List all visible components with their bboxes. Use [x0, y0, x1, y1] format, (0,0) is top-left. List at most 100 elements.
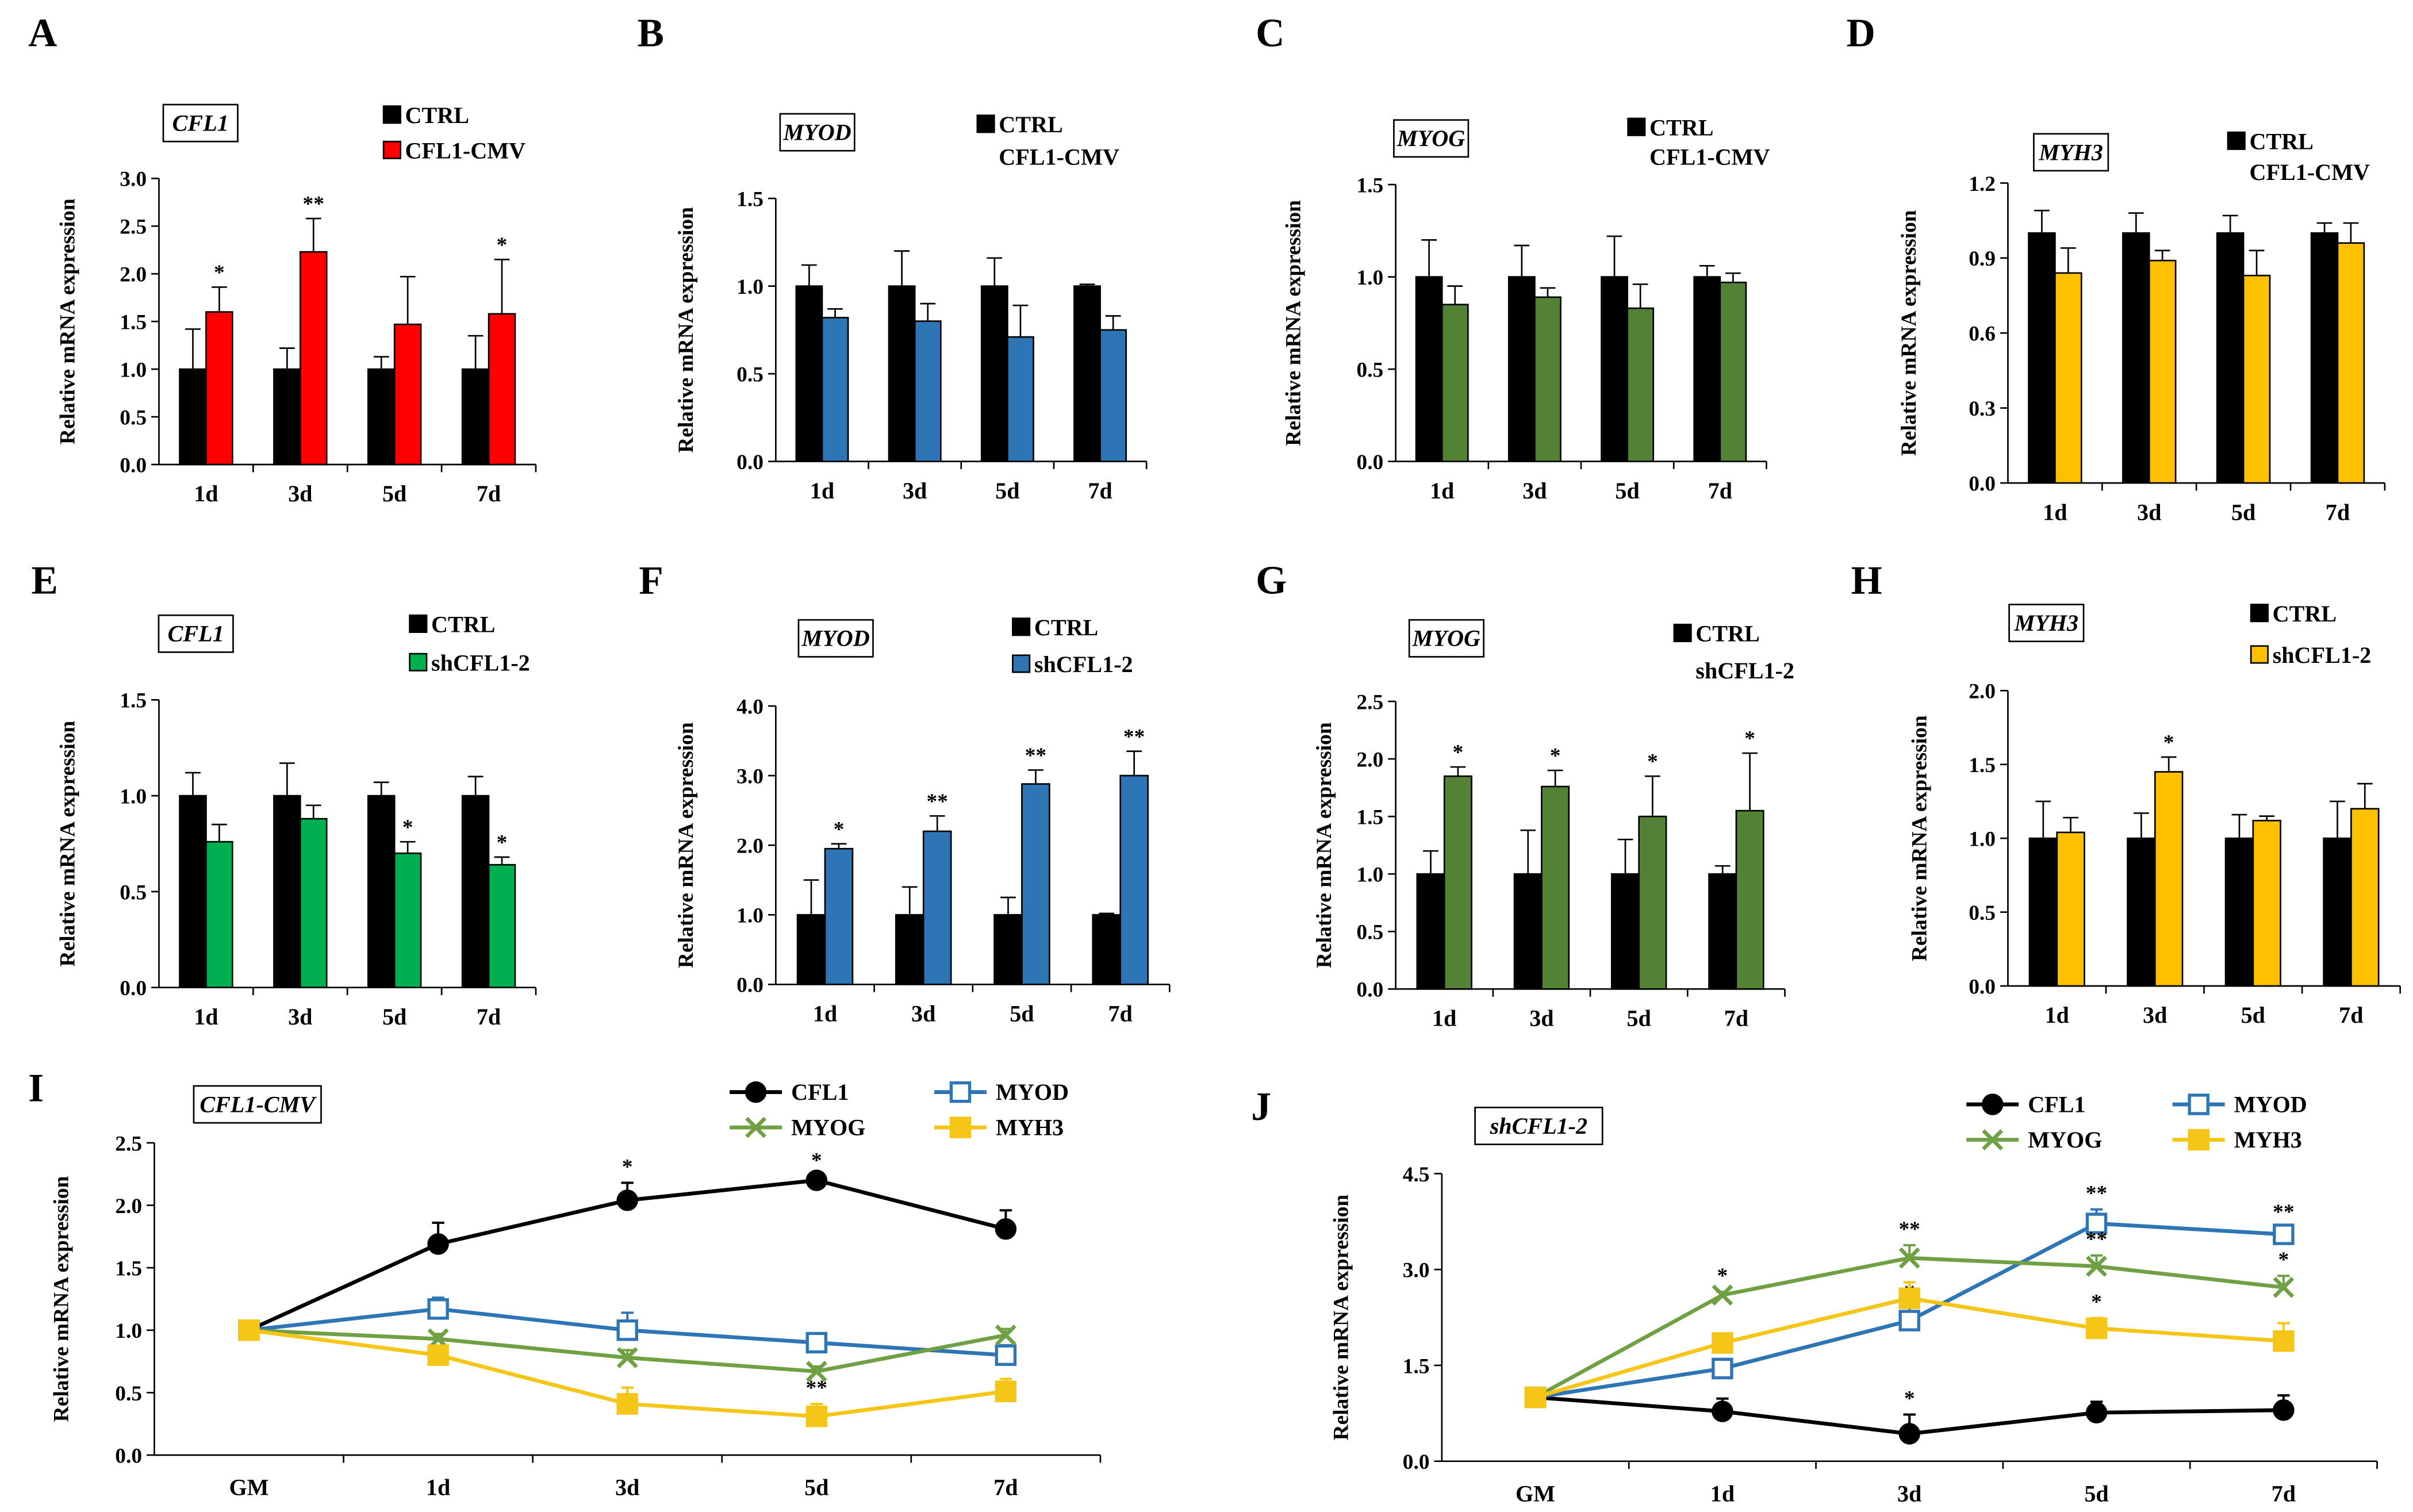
y-tick-label: 0.6 — [1969, 323, 1996, 346]
data-point — [995, 1380, 1017, 1402]
bar — [2127, 837, 2156, 987]
data-point — [2273, 1330, 2295, 1352]
data-point — [1982, 1129, 2004, 1150]
significance-mark: * — [2091, 1291, 2102, 1314]
x-tick-label: 3d — [1897, 1480, 1921, 1506]
significance-mark: * — [497, 233, 508, 257]
gene-label-box — [158, 614, 234, 653]
x-tick-label: 1d — [2045, 1002, 2069, 1028]
bar — [2310, 232, 2339, 484]
y-axis-title: Relative mRNA expression — [1330, 1195, 1353, 1441]
bar — [1507, 276, 1536, 462]
gene-label-box — [1474, 1107, 1603, 1145]
x-tick-label: 3d — [1522, 478, 1547, 504]
bar — [273, 795, 301, 988]
significance-mark: * — [1717, 1264, 1728, 1288]
x-tick-label: 7d — [2272, 1480, 2296, 1506]
data-point — [616, 1393, 638, 1415]
legend-label: CFL1-CMV — [999, 144, 1119, 170]
bar — [821, 317, 849, 462]
panel-letter: D — [1847, 11, 1875, 55]
legend-label: CTRL — [405, 102, 469, 128]
bar — [1541, 785, 1570, 990]
significance-mark: * — [1453, 741, 1464, 765]
x-tick-label: 3d — [911, 1001, 935, 1027]
x-tick-label: 5d — [2084, 1480, 2108, 1506]
legend-swatch — [1627, 117, 1646, 136]
y-tick-label: 0.0 — [120, 454, 147, 477]
y-tick-label: 1.0 — [736, 904, 764, 928]
x-tick-label: 5d — [2241, 1002, 2265, 1028]
legend-label: MYOD — [2234, 1091, 2307, 1117]
x-tick-label: 3d — [903, 478, 927, 504]
data-point — [1712, 1332, 1733, 1354]
y-tick-label: 2.5 — [1356, 690, 1383, 714]
y-tick-label: 1.0 — [1356, 864, 1383, 887]
data-point — [238, 1319, 260, 1341]
y-tick-label: 0.0 — [736, 974, 764, 997]
data-point — [745, 1116, 767, 1138]
data-point — [745, 1081, 767, 1103]
data-point — [2086, 1256, 2107, 1277]
x-tick-label: 7d — [993, 1475, 1018, 1501]
significance-mark: ** — [1898, 1218, 1920, 1241]
y-tick-label: 1.5 — [736, 188, 764, 212]
legend-swatch — [1012, 654, 1031, 673]
legend-label: CTRL — [1034, 615, 1098, 640]
gene-label-box — [193, 1085, 322, 1124]
y-tick-label: 1.0 — [736, 275, 764, 299]
data-point — [995, 1325, 1016, 1346]
bar — [205, 841, 233, 988]
bar — [488, 313, 516, 466]
y-tick-label: 0.0 — [1356, 451, 1383, 474]
significance-mark: * — [834, 818, 845, 841]
y-tick-label: 1.5 — [1356, 806, 1383, 830]
x-tick-label: 5d — [995, 478, 1019, 504]
y-tick-label: 0.5 — [1356, 921, 1383, 945]
y-tick-label: 2.0 — [1356, 748, 1383, 772]
panel-B: B MYOD 0.0 0.5 1.0 1.5 Relative mRNA expressio… — [638, 11, 1148, 504]
gene-label-box — [162, 103, 239, 143]
bar — [824, 847, 854, 985]
legend-label: CTRL — [999, 112, 1062, 137]
bar — [2056, 831, 2085, 987]
significance-mark: ** — [2273, 1200, 2294, 1224]
data-point — [995, 1344, 1017, 1366]
bar — [393, 323, 422, 466]
significance-mark: * — [214, 261, 225, 285]
data-point — [1981, 1093, 2004, 1115]
data-point — [2085, 1212, 2108, 1234]
panel-letter: H — [1851, 559, 1882, 603]
gene-label: MYOG — [1412, 625, 1480, 651]
x-tick-label: 1d — [194, 481, 218, 506]
data-point — [427, 1344, 449, 1366]
data-point — [616, 1347, 638, 1368]
x-tick-label: 1d — [426, 1475, 450, 1501]
bar — [1708, 873, 1737, 990]
data-point — [427, 1233, 449, 1255]
legend-label: shCFL1-2 — [1695, 658, 1794, 684]
bar — [796, 914, 826, 985]
x-tick-label: 7d — [2339, 1002, 2363, 1028]
bar — [1073, 285, 1101, 462]
y-tick-label: 0.5 — [1356, 358, 1383, 382]
gene-label: MYOG — [1397, 125, 1465, 151]
significance-mark: * — [1744, 727, 1755, 751]
y-tick-label: 0.5 — [115, 1382, 142, 1406]
data-point — [1712, 1357, 1733, 1380]
legend-swatch — [2250, 604, 2269, 623]
significance-mark: ** — [1123, 725, 1145, 749]
y-tick-label: 0.0 — [1969, 472, 1996, 496]
y-tick-label: 1.5 — [1969, 754, 1996, 777]
data-point — [1898, 1247, 1920, 1269]
y-tick-label: 0.5 — [736, 363, 764, 387]
x-tick-label: 1d — [2043, 499, 2067, 525]
data-point — [1898, 1310, 1920, 1331]
y-tick-label: 0.3 — [1969, 397, 1996, 421]
bar — [1415, 276, 1443, 462]
bar — [1693, 276, 1721, 462]
y-tick-label: 1.0 — [1356, 266, 1383, 290]
bar — [993, 914, 1023, 985]
data-point — [616, 1189, 638, 1211]
bar — [1735, 809, 1764, 990]
